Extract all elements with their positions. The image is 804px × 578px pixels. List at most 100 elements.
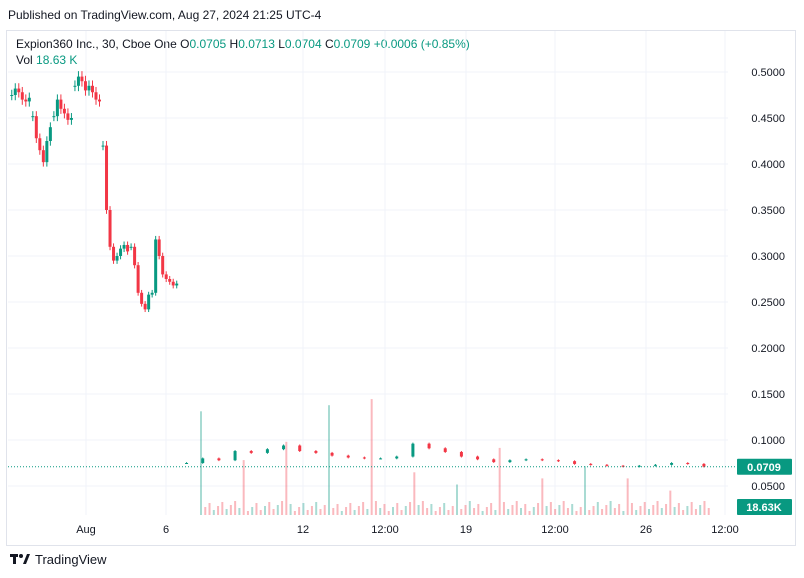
volume-bar bbox=[605, 505, 608, 515]
volume-bar bbox=[225, 509, 228, 515]
y-tick-label: 0.3500 bbox=[751, 205, 785, 217]
candle-body bbox=[556, 460, 560, 462]
volume-bar bbox=[212, 510, 215, 515]
volume-bar bbox=[520, 508, 522, 515]
volume-bar bbox=[306, 510, 309, 515]
candle-body bbox=[38, 138, 42, 151]
candle-body bbox=[171, 281, 175, 286]
candle-body bbox=[129, 246, 133, 248]
candle-body bbox=[233, 451, 237, 461]
candle-body bbox=[80, 76, 84, 82]
chart-frame[interactable] bbox=[6, 30, 796, 546]
volume-bar bbox=[409, 502, 412, 515]
candle-body bbox=[459, 451, 463, 457]
candle-body bbox=[185, 463, 189, 464]
candle-body bbox=[154, 239, 158, 293]
candle-body bbox=[314, 451, 318, 453]
candle-body bbox=[201, 458, 205, 463]
volume-bar bbox=[357, 506, 360, 515]
open-label: O bbox=[180, 37, 190, 51]
volume-bar bbox=[387, 511, 390, 515]
candle-body bbox=[298, 445, 302, 452]
tradingview-logo-icon bbox=[10, 552, 30, 567]
volume-bar bbox=[426, 508, 429, 515]
volume-bar bbox=[319, 509, 322, 515]
candle-body bbox=[126, 244, 130, 252]
volume-bar bbox=[460, 509, 463, 515]
y-tick-label: 0.4500 bbox=[751, 113, 785, 125]
candle-body bbox=[621, 465, 625, 467]
candle-body bbox=[133, 246, 137, 266]
volume-bar bbox=[383, 504, 386, 515]
volume-bar bbox=[626, 478, 629, 515]
candle-body bbox=[362, 457, 366, 459]
candle-body bbox=[119, 248, 123, 256]
volume-bar bbox=[639, 506, 642, 515]
candle-body bbox=[427, 443, 431, 449]
volume-bar bbox=[575, 511, 578, 515]
volume-bar bbox=[264, 506, 266, 515]
volume-bar bbox=[690, 502, 693, 515]
last-price-tag bbox=[737, 458, 792, 475]
volume-bar bbox=[532, 507, 535, 515]
candle-body bbox=[573, 461, 577, 464]
candle-body bbox=[140, 292, 144, 304]
volume-bar bbox=[340, 511, 343, 515]
volume-bar bbox=[622, 511, 625, 515]
volume-bar bbox=[272, 509, 275, 515]
candle-body bbox=[653, 464, 657, 466]
candle-body bbox=[90, 85, 94, 93]
volume-bar bbox=[200, 411, 202, 515]
volume-bar bbox=[451, 506, 454, 515]
candle-body bbox=[20, 92, 24, 100]
volume-bar bbox=[438, 507, 441, 515]
volume-bar bbox=[413, 472, 416, 515]
volume-bar bbox=[276, 505, 279, 515]
x-tick-label: 26 bbox=[640, 524, 652, 536]
volume-bar bbox=[652, 505, 655, 515]
candle-body bbox=[112, 246, 116, 261]
volume-bar bbox=[379, 508, 382, 515]
close-value: 0.0709 bbox=[333, 37, 371, 51]
volume-bar bbox=[694, 509, 697, 515]
volume-bar bbox=[362, 502, 365, 515]
volume-bar bbox=[541, 478, 544, 515]
volume-bar bbox=[315, 502, 318, 515]
volume-bar bbox=[549, 502, 552, 515]
volume-bar bbox=[417, 505, 420, 515]
candle-body bbox=[150, 292, 154, 295]
candle-body bbox=[143, 303, 147, 310]
brand-name: TradingView bbox=[35, 552, 107, 567]
candle-body bbox=[62, 108, 66, 114]
y-tick-label: 0.5000 bbox=[751, 67, 785, 79]
volume-bar bbox=[421, 501, 424, 515]
y-tick-label: 0.0500 bbox=[751, 481, 785, 493]
volume-bar bbox=[579, 507, 582, 515]
volume-bar bbox=[528, 511, 531, 515]
volume-bar bbox=[404, 506, 407, 515]
candle-body bbox=[52, 116, 56, 118]
volume-bar bbox=[430, 504, 433, 515]
x-tick-label: 12:00 bbox=[371, 524, 399, 536]
volume-bar bbox=[618, 504, 621, 515]
x-tick-label: 12:00 bbox=[541, 524, 569, 536]
volume-value: 18.63 K bbox=[36, 53, 78, 67]
volume-bar bbox=[554, 509, 557, 515]
volume-bar bbox=[229, 505, 232, 515]
tradingview-brand[interactable]: TradingView bbox=[10, 552, 107, 567]
volume-bar bbox=[396, 503, 399, 515]
low-label: L bbox=[278, 37, 285, 51]
symbol-legend: Expion360 Inc., 30, Cboe One O0.0705 H0.… bbox=[16, 36, 470, 53]
candle-body bbox=[27, 97, 31, 102]
symbol-name[interactable]: Expion360 Inc., 30, Cboe One bbox=[16, 37, 177, 51]
volume-bar bbox=[677, 503, 680, 515]
volume-bar bbox=[468, 501, 471, 515]
last-volume-label: 18.63K bbox=[746, 502, 782, 514]
volume-bar bbox=[502, 502, 505, 515]
volume-bar bbox=[345, 507, 348, 515]
close-label: C bbox=[324, 37, 334, 51]
candle-body bbox=[605, 464, 609, 466]
volume-bar bbox=[208, 503, 211, 515]
candle-body bbox=[508, 460, 512, 463]
